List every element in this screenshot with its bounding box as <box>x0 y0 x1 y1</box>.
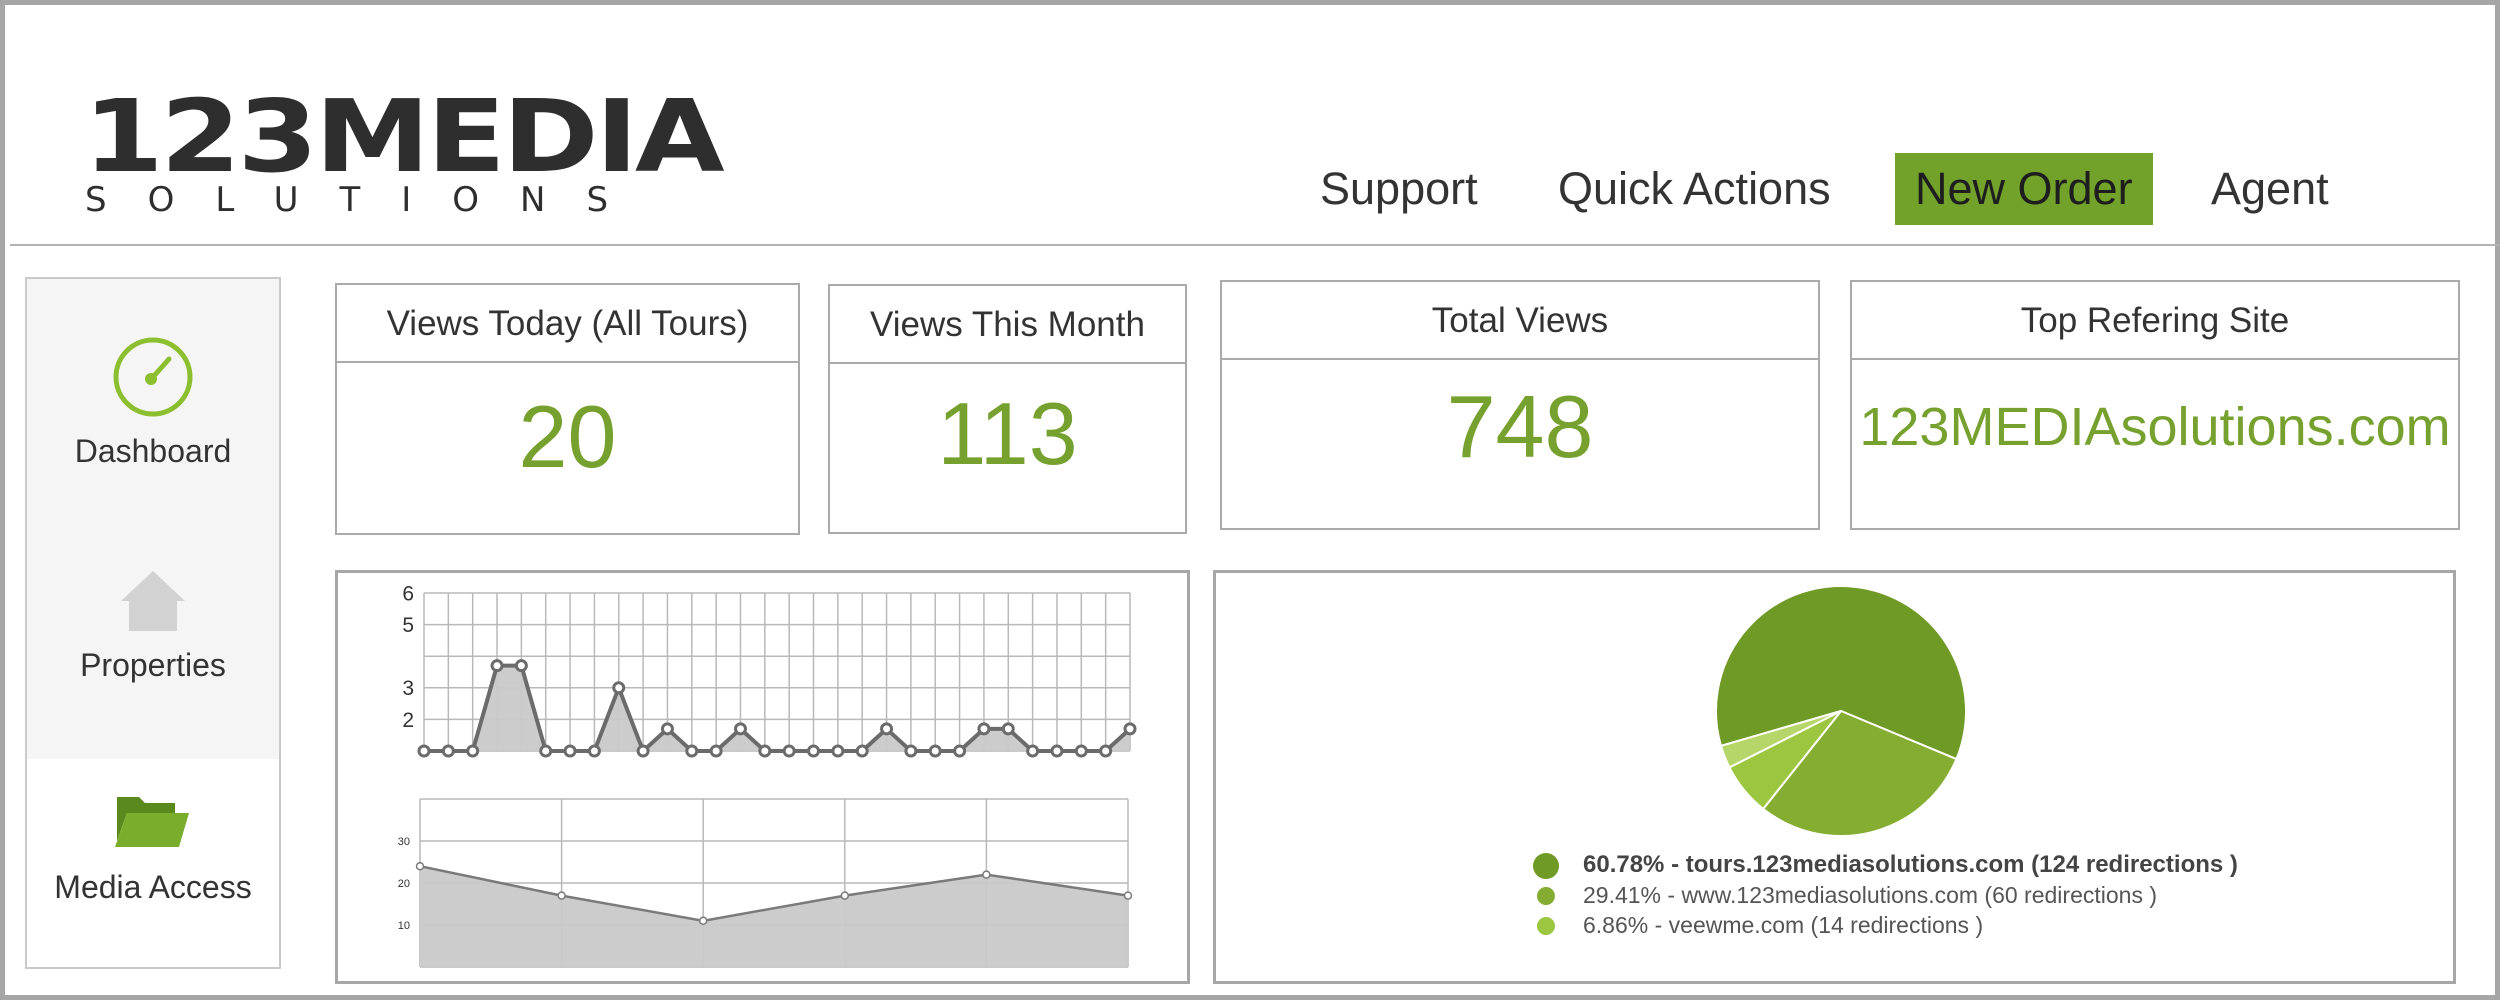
y-tick-label: 20 <box>398 878 410 890</box>
data-point[interactable] <box>1123 722 1137 736</box>
data-point[interactable] <box>904 744 918 758</box>
stat-card-value: 113 <box>937 384 1078 483</box>
nav-support[interactable]: Support <box>1320 163 1478 214</box>
daily-views-chart: 2 3 5 6 10 20 30 <box>398 582 1137 968</box>
data-point[interactable] <box>698 916 708 926</box>
stat-card-value: 20 <box>518 387 617 486</box>
data-point[interactable] <box>1001 722 1015 736</box>
gauge-icon <box>113 337 193 417</box>
data-point[interactable] <box>660 722 674 736</box>
data-point[interactable] <box>1050 744 1064 758</box>
data-point[interactable] <box>982 870 991 879</box>
data-point[interactable] <box>758 744 772 758</box>
brand-name: 123MEDIA <box>83 78 725 195</box>
y-tick-label: 5 <box>402 614 414 637</box>
legend-label: 29.41% - www.123mediasolutions.com (60 r… <box>1583 882 2157 908</box>
stat-card-label: Total Views <box>1222 282 1818 360</box>
header-divider <box>10 244 2500 246</box>
sidebar-item-media-access[interactable]: Media Access <box>27 789 279 949</box>
stat-card-value[interactable]: 123MEDIAsolutions.com <box>1859 397 2451 457</box>
y-tick-label: 2 <box>402 709 414 732</box>
data-point[interactable] <box>953 744 967 758</box>
legend-label: 60.78% - tours.123mediasolutions.com (12… <box>1583 851 2238 878</box>
data-point[interactable] <box>807 744 821 758</box>
sidebar-item-label: Properties <box>80 647 226 683</box>
data-point[interactable] <box>733 722 747 736</box>
nav-agent[interactable]: Agent <box>2211 163 2329 214</box>
pie-slice[interactable] <box>1719 710 1842 769</box>
data-point[interactable] <box>1099 744 1113 758</box>
sidebar: Dashboard Properties Media Access <box>25 277 281 969</box>
y-tick-label: 6 <box>402 582 414 605</box>
data-point[interactable] <box>415 861 425 871</box>
series-area <box>420 866 1128 967</box>
series-line <box>419 864 1129 923</box>
stat-card-views-today: Views Today (All Tours) 20 <box>335 283 800 535</box>
legend-swatch <box>1537 917 1555 935</box>
stat-card-views-month: Views This Month 113 <box>828 284 1187 534</box>
data-point[interactable] <box>563 744 577 758</box>
y-tick-label: 3 <box>402 677 414 700</box>
sidebar-item-label: Dashboard <box>74 433 232 469</box>
brand-logo[interactable]: 123MEDIA SOLUTIONS <box>83 87 725 220</box>
pie-slice[interactable] <box>1761 709 1958 837</box>
data-point[interactable] <box>557 891 566 900</box>
nav-new-order[interactable]: New Order <box>1895 153 2153 225</box>
pie-slices <box>1715 585 1967 837</box>
data-point[interactable] <box>1074 744 1088 758</box>
sidebar-item-label: Media Access <box>54 869 252 905</box>
stat-card-total-views: Total Views 748 <box>1220 280 1820 530</box>
stat-card-top-referring-site: Top Refering Site 123MEDIAsolutions.com <box>1850 280 2460 530</box>
data-point[interactable] <box>441 744 455 758</box>
referrers-pie-chart <box>1715 585 1967 837</box>
data-point[interactable] <box>977 722 991 736</box>
stat-card-value: 748 <box>1446 377 1594 476</box>
data-point[interactable] <box>840 891 850 900</box>
stat-card-label: Views This Month <box>830 286 1185 364</box>
y-tick-label: 30 <box>398 836 410 848</box>
stat-card-label: Views Today (All Tours) <box>337 285 798 363</box>
house-icon <box>121 571 185 631</box>
y-tick-label: 10 <box>398 920 410 932</box>
data-point[interactable] <box>539 744 553 758</box>
data-point[interactable] <box>880 722 894 736</box>
sidebar-item-dashboard[interactable]: Dashboard <box>27 309 279 509</box>
data-point[interactable] <box>685 744 699 758</box>
data-point[interactable] <box>490 659 504 673</box>
legend-swatch <box>1533 853 1559 879</box>
data-point[interactable] <box>855 744 869 758</box>
sidebar-item-properties[interactable]: Properties <box>27 569 279 739</box>
data-point[interactable] <box>1123 891 1133 900</box>
sidebar-shaded-region <box>27 279 279 759</box>
data-point[interactable] <box>1026 744 1040 758</box>
daily-views-series: 2 3 5 6 <box>402 582 1137 758</box>
monthly-views-series: 10 20 30 <box>398 798 1133 968</box>
views-charts-panel: 2 3 5 6 10 20 30 <box>335 570 1190 984</box>
series-area <box>424 665 1130 751</box>
data-point[interactable] <box>782 744 796 758</box>
data-point[interactable] <box>709 744 723 758</box>
nav-quick-actions[interactable]: Quick Actions <box>1558 163 1831 214</box>
legend-label: 6.86% - veewme.com (14 redirections ) <box>1583 912 1984 938</box>
brand-tagline: SOLUTIONS <box>85 180 650 220</box>
data-point[interactable] <box>831 744 845 758</box>
referrers-panel <box>1213 570 2456 984</box>
data-point[interactable] <box>417 744 431 758</box>
data-point[interactable] <box>612 681 626 695</box>
stat-card-label: Top Refering Site <box>1852 282 2458 360</box>
data-point[interactable] <box>928 744 942 758</box>
data-point[interactable] <box>514 659 528 673</box>
legend-swatch <box>1537 887 1555 905</box>
data-point[interactable] <box>466 744 480 758</box>
data-point[interactable] <box>587 744 601 758</box>
pie-slice[interactable] <box>1715 585 1967 761</box>
data-point[interactable] <box>636 744 650 758</box>
folder-icon <box>115 797 189 847</box>
